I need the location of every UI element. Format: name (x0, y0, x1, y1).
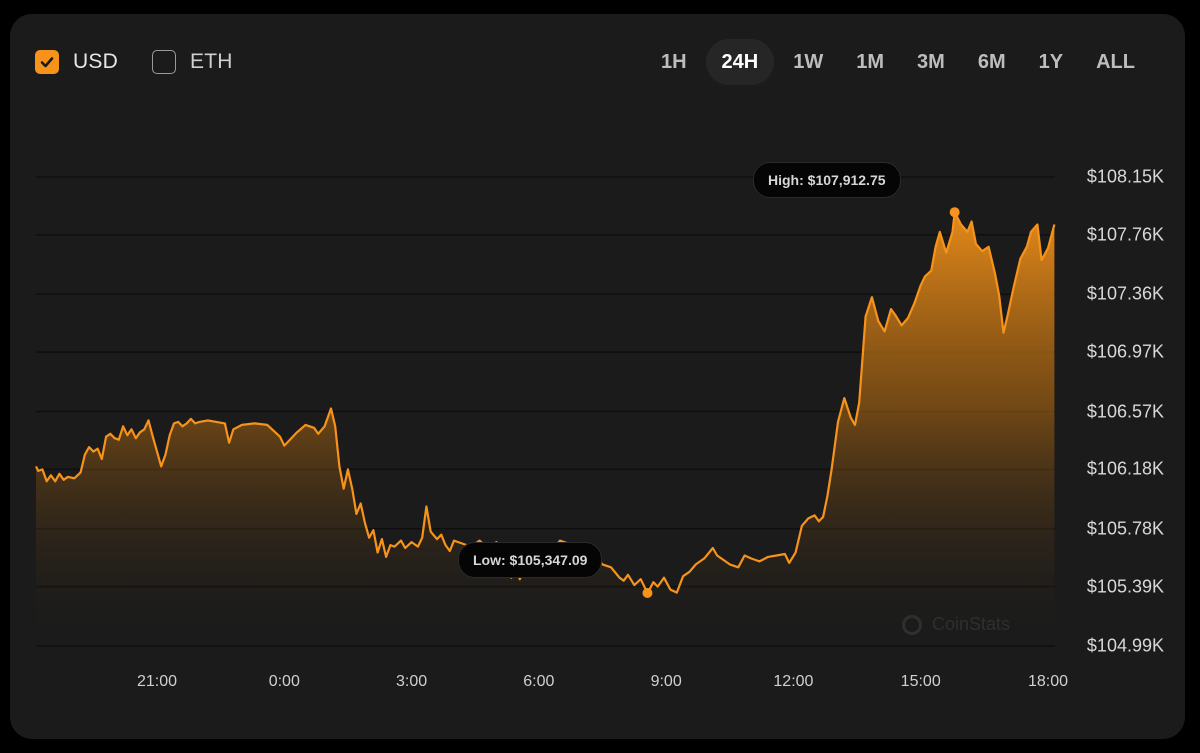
x-tick-label: 15:00 (900, 673, 941, 690)
range-1y[interactable]: 1Y (1038, 51, 1064, 73)
y-tick-label: $106.97K (1086, 341, 1164, 362)
eth-label: ETH (190, 50, 233, 73)
watermark: CoinStats (902, 614, 1010, 635)
range-1w[interactable]: 1W (793, 51, 824, 73)
y-tick-label: $106.18K (1086, 458, 1164, 479)
watermark-text: CoinStats (932, 614, 1011, 634)
x-tick-label: 6:00 (523, 673, 555, 690)
range-24h[interactable]: 24H (705, 39, 775, 85)
y-tick-label: $104.99K (1086, 635, 1164, 656)
range-1h[interactable]: 1H (660, 51, 687, 73)
usd-checkbox[interactable]: USD (35, 50, 118, 74)
y-tick-label: $108.15K (1086, 166, 1164, 187)
price-chart-card: USD ETH 1H 24H 1W 1M 3M 6M 1Y ALL (10, 14, 1185, 739)
y-tick-label: $105.39K (1086, 576, 1164, 597)
range-3m[interactable]: 3M (917, 51, 945, 73)
low-marker (642, 588, 653, 599)
price-area-fill (36, 212, 1055, 646)
x-tick-label: 3:00 (395, 673, 428, 690)
low-tooltip: Low: $105,347.09 (458, 542, 603, 578)
range-6m[interactable]: 6M (977, 51, 1006, 73)
range-1m[interactable]: 1M (856, 51, 885, 73)
y-tick-label: $107.76K (1086, 224, 1164, 245)
eth-checkbox[interactable]: ETH (152, 50, 233, 74)
checkbox-checked-icon (35, 50, 59, 74)
price-area-chart[interactable] (10, 14, 1185, 739)
x-tick-label: 9:00 (650, 673, 682, 690)
x-tick-label: 18:00 (1027, 673, 1069, 690)
usd-label: USD (73, 50, 118, 73)
x-tick-label: 0:00 (268, 673, 300, 690)
x-tick-label: 21:00 (136, 673, 178, 690)
high-marker (949, 207, 960, 218)
y-tick-label: $105.78K (1086, 518, 1164, 539)
y-tick-label: $107.36K (1086, 283, 1164, 304)
y-tick-label: $106.57K (1086, 401, 1164, 421)
time-range-selector: 1H 24H 1W 1M 3M 6M 1Y ALL (642, 39, 1149, 85)
range-all[interactable]: ALL (1096, 51, 1135, 73)
x-tick-label: 12:00 (773, 673, 814, 690)
high-tooltip: High: $107,912.75 (753, 162, 901, 198)
checkbox-unchecked-icon (152, 50, 176, 74)
chart-toolbar: USD ETH 1H 24H 1W 1M 3M 6M 1Y ALL (10, 14, 1185, 114)
coinstats-logo-icon (902, 614, 922, 635)
